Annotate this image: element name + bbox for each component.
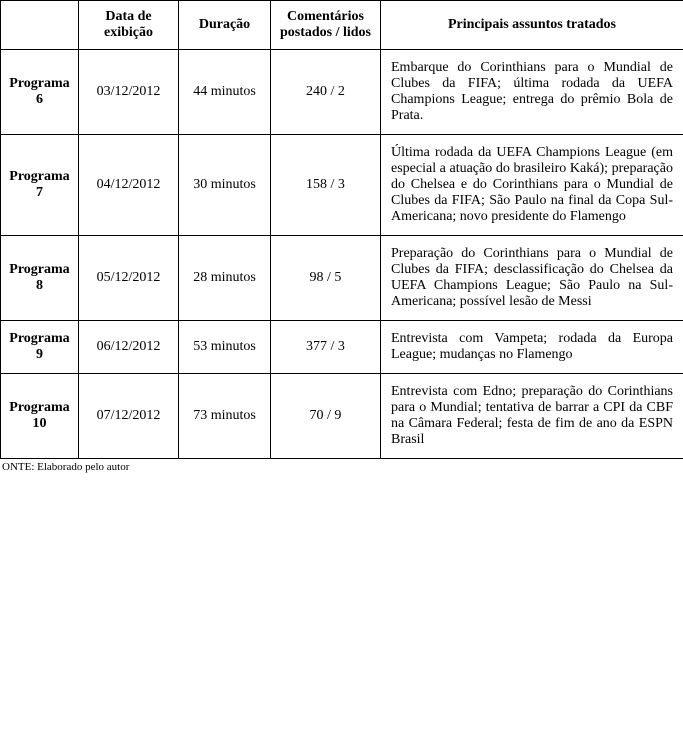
- cell-date: 07/12/2012: [79, 374, 179, 459]
- cell-comments: 240 / 2: [271, 50, 381, 135]
- cell-date: 04/12/2012: [79, 135, 179, 236]
- cell-comments: 158 / 3: [271, 135, 381, 236]
- table-row: Programa 10 07/12/2012 73 minutos 70 / 9…: [1, 374, 683, 459]
- cell-duration: 30 minutos: [179, 135, 271, 236]
- cell-topics: Preparação do Corinthians para o Mundial…: [381, 236, 683, 321]
- table-row: Programa 6 03/12/2012 44 minutos 240 / 2…: [1, 50, 683, 135]
- table-header-row: Data de exibição Duração Comentários pos…: [1, 1, 683, 50]
- cell-date: 03/12/2012: [79, 50, 179, 135]
- header-comments: Comentários postados / lidos: [271, 1, 381, 50]
- row-label: Programa 8: [1, 236, 79, 321]
- footnote-text: ONTE: Elaborado pelo autor: [0, 459, 683, 473]
- program-table: Data de exibição Duração Comentários pos…: [0, 0, 683, 459]
- header-duration: Duração: [179, 1, 271, 50]
- cell-comments: 70 / 9: [271, 374, 381, 459]
- cell-duration: 44 minutos: [179, 50, 271, 135]
- cell-topics: Última rodada da UEFA Champions League (…: [381, 135, 683, 236]
- cell-duration: 53 minutos: [179, 321, 271, 374]
- row-label: Programa 10: [1, 374, 79, 459]
- header-topics: Principais assuntos tratados: [381, 1, 683, 50]
- cell-comments: 98 / 5: [271, 236, 381, 321]
- row-label: Programa 6: [1, 50, 79, 135]
- row-label: Programa 9: [1, 321, 79, 374]
- cell-duration: 28 minutos: [179, 236, 271, 321]
- cell-date: 06/12/2012: [79, 321, 179, 374]
- table-row: Programa 7 04/12/2012 30 minutos 158 / 3…: [1, 135, 683, 236]
- row-label: Programa 7: [1, 135, 79, 236]
- cell-topics: Entrevista com Vampeta; rodada da Europa…: [381, 321, 683, 374]
- cell-date: 05/12/2012: [79, 236, 179, 321]
- table-row: Programa 8 05/12/2012 28 minutos 98 / 5 …: [1, 236, 683, 321]
- cell-topics: Embarque do Corinthians para o Mundial d…: [381, 50, 683, 135]
- header-blank: [1, 1, 79, 50]
- table-row: Programa 9 06/12/2012 53 minutos 377 / 3…: [1, 321, 683, 374]
- cell-comments: 377 / 3: [271, 321, 381, 374]
- cell-duration: 73 minutos: [179, 374, 271, 459]
- cell-topics: Entrevista com Edno; preparação do Corin…: [381, 374, 683, 459]
- header-date: Data de exibição: [79, 1, 179, 50]
